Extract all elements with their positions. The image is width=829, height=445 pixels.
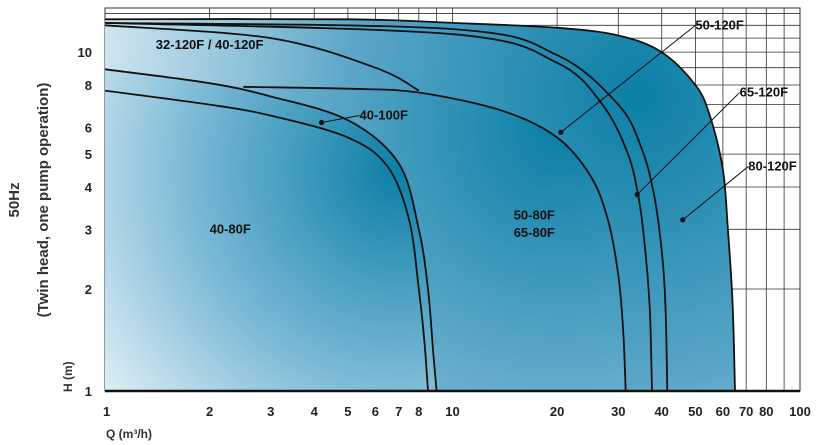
y-tick-label: 10 [78,45,92,60]
pump-curve-areas [105,19,735,392]
label-65-120f: 65-120F [740,85,788,100]
y-tick-label: 4 [85,180,93,195]
x-axis-title: Q (m³/h) [106,427,152,441]
y-tick-label: 1 [85,384,92,399]
label-50-120f: 50-120F [695,17,743,32]
y-tick-label: 6 [85,120,92,135]
leader-line [636,92,740,195]
x-tick-labels: 1 2 3 4 5 6 7 8 10 20 30 40 50 60 70 80 100 [103,404,811,419]
y-side-label-50hz: 50Hz [6,182,23,217]
x-tick-label: 10 [445,404,459,419]
label-40-100f: 40-100F [360,108,408,123]
marker-dot [558,129,564,135]
curve-50-80f-65-80f [243,85,627,392]
x-tick-label: 30 [611,404,625,419]
leader-line [682,166,749,221]
y-tick-label: 3 [85,222,92,237]
y-axis-title: H (m) [61,361,75,392]
x-tick-label: 60 [716,404,730,419]
y-side-label-twin-head: (Twin head, one pump operation) [35,83,52,318]
x-tick-label: 2 [206,404,213,419]
marker-dot [634,191,640,198]
x-tick-label: 100 [789,404,811,419]
x-tick-label: 1 [103,404,110,419]
y-tick-label: 2 [85,282,92,297]
label-50-80f: 50-80F [514,207,555,222]
x-tick-label: 70 [739,404,753,419]
y-tick-label: 8 [85,78,92,93]
x-tick-label: 4 [311,404,319,419]
x-tick-label: 6 [372,404,379,419]
label-80-120f: 80-120F [748,158,796,173]
pump-curve-outlines [105,18,736,392]
y-tick-labels: 1 2 3 4 5 6 8 10 [78,45,93,399]
label-32-120f-40-120f: 32-120F / 40-120F [156,37,264,52]
label-65-80f: 65-80F [514,225,555,240]
y-tick-label: 5 [85,147,92,162]
area-40-80f [105,90,428,391]
x-tick-label: 8 [415,404,422,419]
x-tick-label: 80 [759,404,773,419]
leader-line [560,24,696,133]
x-tick-label: 50 [688,404,702,419]
x-tick-label: 3 [267,404,274,419]
x-tick-label: 7 [395,404,402,419]
curve-32-120f-40-120f [105,24,420,92]
curve-40-80f [105,89,429,392]
region-labels: 32-120F / 40-120F 40-100F 50-120F 65-120F 80… [156,17,797,240]
x-tick-label: 20 [550,404,564,419]
x-tick-label: 5 [344,404,351,419]
curve-65-120f [105,22,669,392]
marker-dot [680,217,686,223]
curve-40-100f [105,68,438,392]
label-40-80f: 40-80F [210,221,251,236]
marker-dot [318,119,325,126]
x-tick-label: 40 [654,404,668,419]
curve-50-120f [105,22,653,392]
leader-line [321,115,360,123]
